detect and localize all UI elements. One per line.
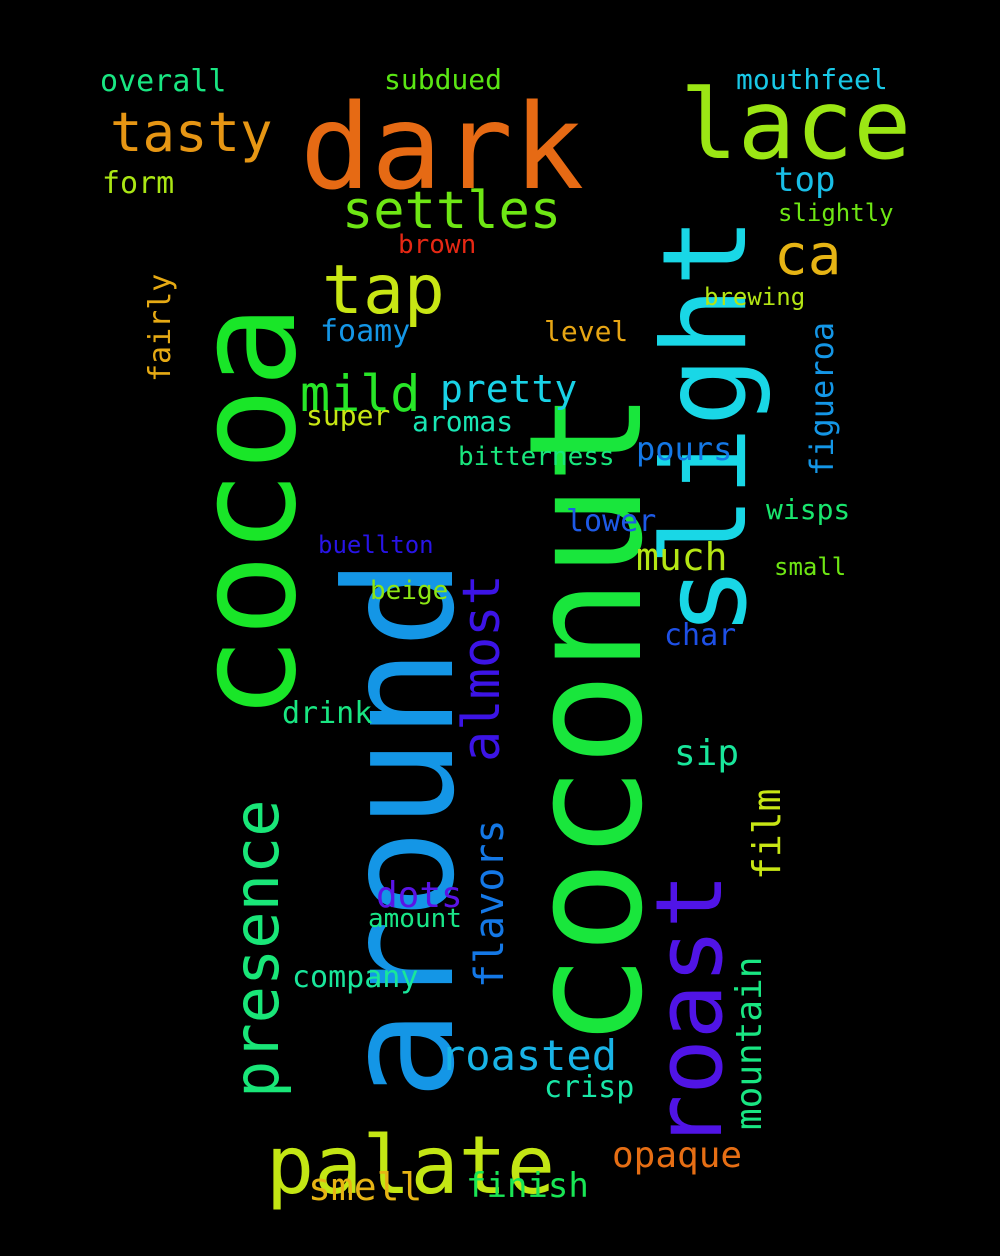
word-char: char xyxy=(664,617,737,653)
word-sip: sip xyxy=(674,732,740,774)
word-slightly: slightly xyxy=(778,199,894,228)
word-lower: lower xyxy=(566,503,657,539)
word-super: super xyxy=(306,399,391,433)
word-level: level xyxy=(544,315,629,349)
word-roast: roast xyxy=(636,873,743,1150)
word-figueroa: figueroa xyxy=(803,321,841,476)
word-smell: smell xyxy=(308,1165,423,1210)
word-tasty: tasty xyxy=(110,100,273,164)
word-cocoa: cocoa xyxy=(166,304,327,720)
word-brewing: brewing xyxy=(704,283,806,312)
word-pretty: pretty xyxy=(440,367,578,412)
word-fairly: fairly xyxy=(143,273,178,382)
word-pours: pours xyxy=(636,430,733,469)
word-crisp: crisp xyxy=(544,1069,635,1105)
word-top: top xyxy=(774,160,836,201)
word-film: film xyxy=(745,788,789,880)
word-mouthfeel: mouthfeel xyxy=(736,63,888,97)
word-mild: mild xyxy=(300,365,421,423)
word-form: form xyxy=(102,165,175,201)
word-bitterness: bitterness xyxy=(458,441,615,472)
word-lace: lace xyxy=(680,69,912,182)
word-brown: brown xyxy=(398,229,477,260)
word-drink: drink xyxy=(282,695,373,731)
word-opaque: opaque xyxy=(612,1134,743,1176)
word-mountain: mountain xyxy=(729,956,770,1130)
word-palate: palate xyxy=(266,1118,555,1212)
word-buellton: buellton xyxy=(318,531,434,560)
word-almost: almost xyxy=(452,574,512,762)
word-dots: dots xyxy=(376,874,463,916)
word-small: small xyxy=(774,553,847,582)
word-much: much xyxy=(636,535,728,580)
word-overall: overall xyxy=(100,63,227,99)
word-beige: beige xyxy=(370,575,449,606)
word-settles: settles xyxy=(342,181,562,242)
word-foamy: foamy xyxy=(320,313,411,349)
word-roasted: roasted xyxy=(440,1031,618,1081)
word-aromas: aromas xyxy=(412,405,514,439)
word-subdued: subdued xyxy=(384,63,503,97)
word-amount: amount xyxy=(368,903,462,934)
word-wisps: wisps xyxy=(766,493,851,527)
word-flavors: flavors xyxy=(467,819,513,988)
word-tap: tap xyxy=(322,250,445,330)
word-presence: presence xyxy=(220,799,293,1098)
word-finish: finish xyxy=(466,1166,589,1207)
word-ca: ca xyxy=(774,223,842,289)
word-dark: dark xyxy=(300,77,585,216)
word-company: company xyxy=(292,959,419,995)
